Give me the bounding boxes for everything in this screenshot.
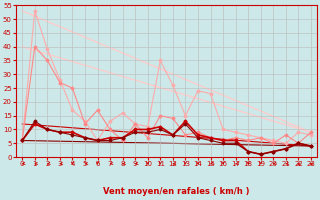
Text: Vent moyen/en rafales ( km/h ): Vent moyen/en rafales ( km/h ) [103,187,249,196]
